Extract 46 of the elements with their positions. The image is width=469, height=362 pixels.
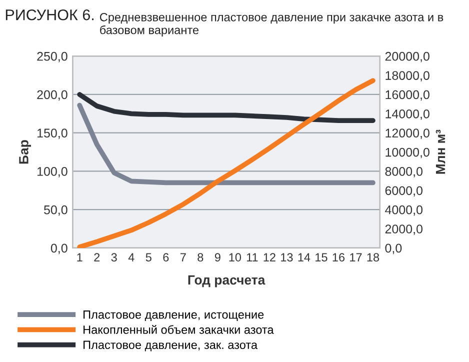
x-tick-label: 1 — [77, 253, 82, 262]
y2-axis-title: Млн м³ — [436, 130, 446, 174]
x-tick-label: 13 — [281, 253, 293, 262]
y-axis-title: Бар — [19, 140, 31, 164]
y-tick-label: 150,0 — [38, 128, 68, 139]
x-tick-label: 7 — [180, 253, 186, 262]
y2-tick-label: 8000,0 — [385, 167, 422, 178]
y2-tick-label: 10000,0 — [386, 148, 430, 158]
x-tick-label: 8 — [198, 253, 204, 262]
line-series — [77, 92, 376, 124]
x-tick-label: 3 — [111, 253, 117, 262]
y2-tick-label: 20000,0 — [385, 52, 430, 62]
y2-tick-label: 2000,0 — [385, 224, 422, 235]
line-series — [77, 78, 376, 248]
x-tick-label: 17 — [350, 253, 362, 262]
chart-subtitle: Средневзвешенное пластовое давление при закачке азота и в базовом варианте — [100, 12, 444, 37]
x-tick-label: 6 — [163, 253, 169, 262]
x-tick-label: 14 — [298, 253, 310, 262]
x-tick-label: 12 — [264, 253, 276, 262]
y2-tick-label: 0,0 — [385, 244, 402, 254]
x-tick-label: 16 — [332, 253, 345, 262]
y-tick-label: 250,0 — [37, 52, 68, 62]
x-tick-label: 18 — [367, 253, 380, 262]
y2-tick-label: 16000,0 — [386, 90, 430, 101]
y2-tick-label: 12000,0 — [386, 128, 430, 139]
y-tick-label: 0,0 — [50, 244, 68, 254]
legend-label: Накопленный объем закачки азота — [84, 325, 274, 334]
x-tick-label: 10 — [229, 253, 242, 262]
y2-tick-label: 4000,0 — [385, 205, 422, 216]
y-tick-label: 50,0 — [44, 205, 68, 216]
x-axis-title: Год расчета — [188, 275, 266, 288]
x-tick-label: 2 — [94, 253, 100, 262]
x-tick-label: 11 — [246, 253, 258, 262]
x-tick-label: 5 — [146, 253, 152, 262]
y-tick-label: 100,0 — [38, 167, 68, 178]
y-tick-label: 200,0 — [37, 90, 68, 101]
x-tick-label: 15 — [316, 253, 328, 262]
legend-label: Пластовое давление, истощение — [84, 310, 264, 322]
x-tick-label: 4 — [128, 253, 134, 262]
chart-title: РИСУНОК 6. — [6, 9, 94, 20]
y2-tick-label: 6000,0 — [385, 186, 422, 197]
legend-label: Пластовое давление, зак. азота — [84, 340, 258, 352]
line-series — [77, 102, 376, 186]
y2-tick-label: 14000,0 — [386, 109, 430, 120]
x-tick-label: 9 — [214, 253, 220, 262]
y2-tick-label: 18000,0 — [386, 71, 430, 82]
